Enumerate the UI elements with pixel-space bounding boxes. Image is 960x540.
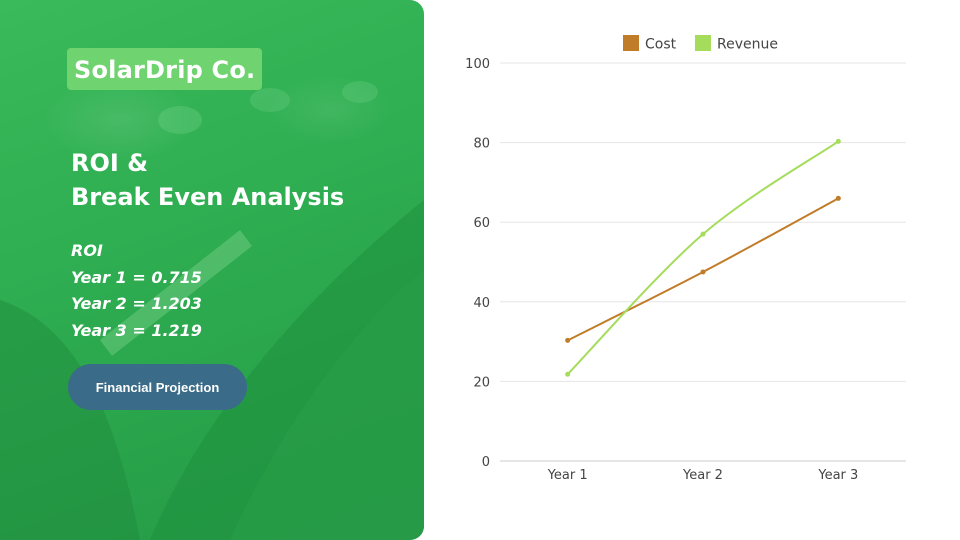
roi-summary: ROI Year 1 = 0.715 Year 2 = 1.203 Year 3… [71,238,202,344]
legend-label-cost: Cost [645,37,677,53]
y-tick-label: 60 [473,216,490,231]
title-line-1: ROI & [71,149,149,177]
x-tick-label: Year 3 [817,468,858,483]
brand-badge: SolarDrip Co. [67,48,263,90]
y-tick-label: 0 [482,455,490,470]
series-line-cost [567,197,839,342]
roi-year-1: Year 1 = 0.715 [71,267,202,287]
y-tick-label: 100 [465,57,490,72]
background-photo [0,81,424,540]
chart-grid [500,62,906,462]
roi-year-3: Year 3 = 1.219 [71,320,202,340]
title-line-2: Break Even Analysis [71,183,345,211]
data-point-revenue [835,138,841,144]
data-point-cost [700,269,706,275]
line-chart: 0 20 40 60 80 100 Year 1 Year 2 Year 3 Cost Reve… [465,35,906,483]
data-point-revenue [700,231,706,237]
financial-projection-button[interactable]: Financial Projection [68,364,247,410]
data-point-revenue [565,371,571,377]
x-tick-label: Year 2 [682,468,723,483]
data-point-cost [565,337,571,343]
hero-panel: SolarDrip Co. ROI & Break Even Analysis … [0,0,424,540]
y-tick-label: 20 [473,375,490,390]
legend-swatch-cost [623,35,639,51]
roi-heading: ROI [71,241,103,260]
chart-series [565,138,841,377]
y-tick-label: 80 [473,137,490,152]
legend-label-revenue: Revenue [717,37,778,53]
chart-legend: Cost Revenue [623,35,778,53]
x-tick-label: Year 1 [547,468,588,483]
y-tick-label: 40 [473,296,490,311]
data-point-cost [835,195,841,201]
legend-swatch-revenue [695,35,711,51]
roi-year-2: Year 2 = 1.203 [71,294,202,313]
x-axis-ticks: Year 1 Year 2 Year 3 [547,468,859,483]
y-axis-ticks: 0 20 40 60 80 100 [465,57,490,470]
slide-title: ROI & Break Even Analysis [71,146,344,214]
series-line-revenue [566,140,839,375]
